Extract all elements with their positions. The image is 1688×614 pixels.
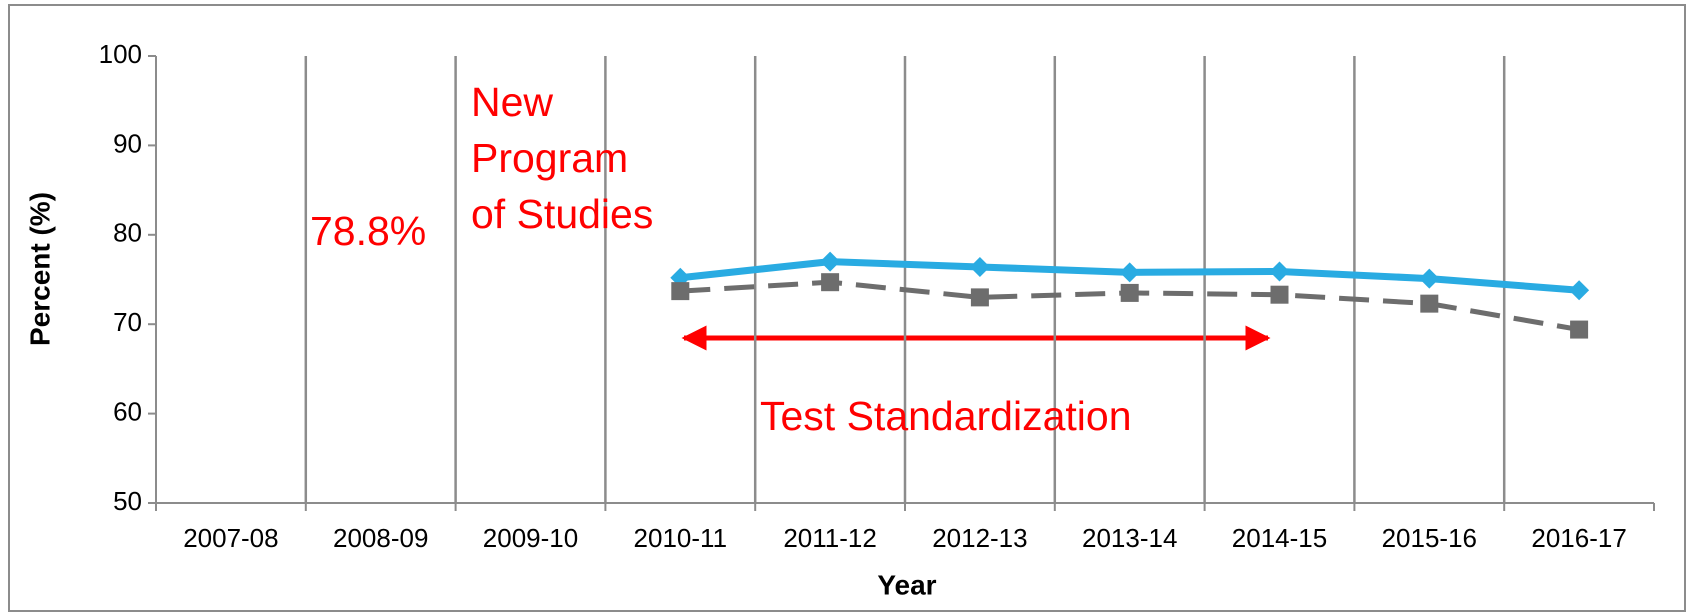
marker xyxy=(1270,285,1289,304)
annotation: Program xyxy=(471,135,628,181)
marker xyxy=(820,251,841,272)
y-tick-label: 100 xyxy=(99,39,142,69)
marker xyxy=(1269,261,1290,282)
frame xyxy=(8,4,1686,612)
marker xyxy=(1569,280,1590,301)
marker xyxy=(671,282,690,301)
marker xyxy=(969,256,990,277)
y-tick-label: 90 xyxy=(113,128,142,158)
annotation: Test Standardization xyxy=(760,393,1132,439)
x-axis-title: Year xyxy=(877,569,936,600)
marker xyxy=(1419,268,1440,289)
x-tick-label: 2014-15 xyxy=(1232,523,1327,553)
y-axis-title: Percent (%) xyxy=(24,192,55,346)
marker xyxy=(970,288,989,307)
x-tick-label: 2011-12 xyxy=(783,523,877,553)
x-tick-label: 2010-11 xyxy=(634,523,728,553)
y-tick-label: 70 xyxy=(113,307,142,337)
marker xyxy=(1120,283,1139,302)
x-tick-label: 2015-16 xyxy=(1382,523,1477,553)
x-tick-label: 2012-13 xyxy=(932,523,1027,553)
x-tick-label: 2013-14 xyxy=(1082,523,1177,553)
x-tick-label: 2007-08 xyxy=(183,523,278,553)
y-tick-label: 80 xyxy=(113,218,142,248)
marker xyxy=(1420,294,1439,313)
y-tick-label: 50 xyxy=(113,486,142,516)
x-tick-label: 2016-17 xyxy=(1531,523,1626,553)
x-tick-label: 2008-09 xyxy=(333,523,428,553)
marker xyxy=(1570,320,1589,339)
marker xyxy=(1119,262,1140,283)
x-tick-label: 2009-10 xyxy=(483,523,578,553)
y-tick-label: 60 xyxy=(113,396,142,426)
annotation: 78.8% xyxy=(310,208,426,254)
annotation: New xyxy=(471,79,553,125)
marker xyxy=(821,273,840,292)
annotation: of Studies xyxy=(471,191,653,237)
